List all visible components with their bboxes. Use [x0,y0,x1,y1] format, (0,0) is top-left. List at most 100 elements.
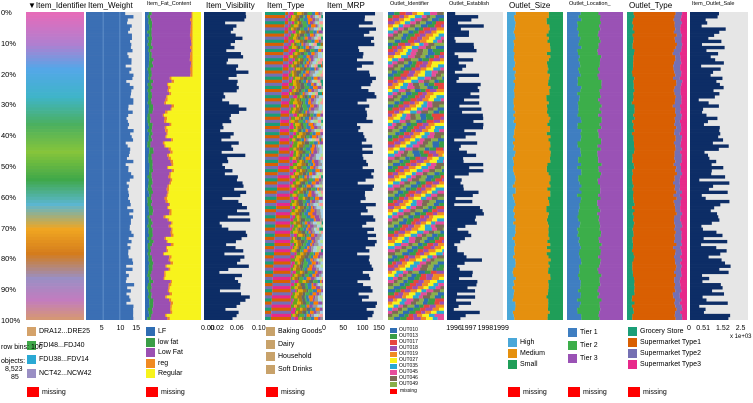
column-header[interactable]: Outlet_Type [629,1,673,10]
segment [388,193,395,198]
segment [290,264,293,268]
segment [278,147,290,151]
segment [422,36,430,41]
segment [321,125,323,130]
column-header[interactable]: Outlet_Identifier [390,1,429,7]
segment [308,178,314,182]
segment [549,92,563,96]
segment [431,261,438,265]
segment [515,178,551,182]
segment [305,101,309,105]
bar [86,12,126,16]
segment [293,12,298,16]
segment [550,243,563,247]
segment [513,279,549,284]
segment [311,159,315,164]
segment [168,147,171,151]
segment [314,270,318,275]
segment [150,273,165,278]
segment [317,119,322,124]
segment [315,15,318,19]
column-header[interactable]: Item_Outlet_Sale [692,1,735,7]
segment [152,125,165,130]
segment [169,153,201,158]
column-header[interactable]: ▼Item_Identifier [28,1,86,10]
bin [26,218,84,222]
column-header[interactable]: Item_Visibility [206,1,255,10]
segment [627,116,635,121]
segment [394,249,401,253]
segment [288,48,291,53]
column-header[interactable]: Item_Weight [88,1,133,10]
segment [681,45,687,50]
segment [632,236,675,241]
column-header[interactable]: Item_MRP [327,1,365,10]
segment [407,218,414,222]
segment [300,249,303,253]
segment [316,292,320,296]
segment [413,279,419,284]
column-header[interactable]: Item_Type [267,1,305,10]
bar [690,52,719,56]
segment [627,144,635,148]
segment [265,92,282,96]
segment [398,313,405,318]
column-header[interactable]: Outlet_Size [509,1,551,10]
segment [633,193,674,198]
segment [507,92,515,96]
segment [392,58,399,62]
segment [317,141,320,145]
legend-swatch [390,381,397,387]
segment [151,295,166,299]
segment [171,307,201,312]
segment [442,153,444,158]
column-header[interactable]: Item_Fat_Content [147,1,192,7]
segment [318,162,323,167]
segment [600,190,623,195]
segment [145,218,149,222]
segment [507,172,515,176]
column-header[interactable]: Outlet_Establish [449,1,490,7]
segment [166,125,201,130]
segment [599,122,623,127]
segment [567,239,579,244]
segment [393,27,399,31]
segment [414,276,420,281]
segment [309,150,312,154]
column-header[interactable]: Outlet_Location_ [569,1,611,7]
axis-tick-label: 5 [99,325,104,332]
segment [284,33,289,37]
segment [397,255,405,259]
segment [288,64,292,68]
segment [293,122,296,127]
segment [674,227,681,231]
segment [299,33,305,37]
segment [302,104,307,108]
segment [431,196,438,201]
segment [395,169,400,173]
segment [310,153,315,158]
axis-tick-label: 0 [322,325,326,332]
segment [172,227,201,231]
segment [303,261,308,265]
segment [438,156,444,161]
segment [145,85,149,90]
segment [291,313,293,318]
segment [420,116,427,121]
segment [148,110,153,114]
segment [422,236,428,241]
segment [308,45,312,50]
bar [447,21,458,25]
segment [399,15,405,19]
segment [148,218,152,222]
segment [507,190,516,195]
segment [306,138,309,142]
segment [578,110,602,114]
segment [399,101,404,105]
bin [26,82,84,87]
bar [204,261,238,265]
segment [300,135,305,139]
segment [301,212,305,216]
segment [171,104,175,108]
segment [292,224,294,228]
